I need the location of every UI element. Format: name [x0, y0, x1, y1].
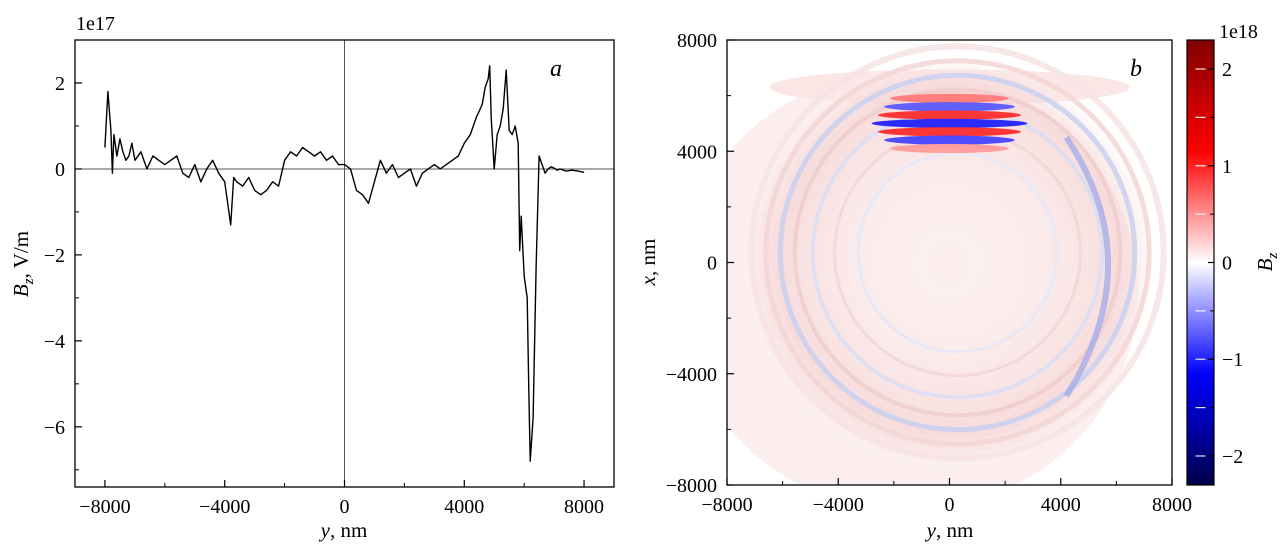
ring-contour — [748, 43, 1167, 462]
x-tick-label: −4000 — [199, 496, 250, 518]
x-axis-unit: , nm — [330, 518, 367, 542]
x-tick-label-b: 8000 — [1152, 494, 1192, 516]
offset-text-a: 1e17 — [76, 13, 115, 35]
x-axis-var: y — [319, 518, 331, 542]
y-axis-unit: , V/m — [9, 231, 33, 278]
y-axis-label-b: x, nm — [636, 239, 660, 287]
y-axis-sub: z — [21, 278, 37, 285]
reference-lines — [75, 40, 614, 487]
x-tick-label-b: 0 — [945, 494, 955, 516]
wave-ring — [741, 43, 1167, 471]
x-axis-unit-b: , nm — [936, 518, 973, 542]
colorbar-offset-text: 1e18 — [1219, 21, 1258, 43]
x-tick-label: −8000 — [79, 496, 130, 518]
x-ticks-b: −8000 −4000 0 4000 8000 — [701, 478, 1192, 516]
stripe-band — [890, 143, 1009, 154]
x-tick-label-b: −8000 — [701, 494, 752, 516]
stripe-band — [871, 118, 1028, 129]
colorbar-tick-label: 0 — [1222, 253, 1232, 275]
ring-contour — [856, 151, 1059, 354]
y-tick-label: −4 — [44, 331, 65, 353]
y-axis-label-a: Bz, V/m — [9, 231, 37, 297]
stripe-band — [884, 102, 1015, 112]
y-ticks: 2 0 −2 −4 −6 — [44, 39, 82, 471]
x-axis-label-a: y, nm — [319, 518, 368, 542]
stripe-band — [877, 110, 1022, 120]
y-ticks-b: 8000 4000 0 −4000 −8000 — [666, 30, 734, 497]
y-tick-label: −6 — [44, 417, 65, 439]
ring-contour — [763, 58, 1152, 447]
colorbar-label-var: B — [1253, 258, 1277, 271]
colorbar-tick-label: 2 — [1222, 59, 1232, 81]
colorbar-ticks: 2 1 0 −1 −2 — [1195, 59, 1243, 468]
stripe-group — [871, 93, 1028, 154]
y-tick-label: 0 — [55, 159, 65, 181]
x-tick-label: 0 — [340, 496, 350, 518]
x-ticks: −8000 −4000 0 4000 8000 — [79, 480, 604, 518]
x-tick-label: 8000 — [564, 496, 604, 518]
heatmap-field — [727, 43, 1167, 485]
panel-label-b: b — [1130, 56, 1142, 82]
colorbar-tick-label: −1 — [1222, 349, 1243, 371]
series-line-0 — [104, 65, 585, 462]
colorbar-label: Bz — [1253, 253, 1281, 272]
stripe-band — [884, 135, 1015, 145]
panel-a: −8000 −4000 0 4000 8000 2 0 −2 −4 −6 1e17 a y, n… — [9, 13, 615, 542]
y-tick-label-b: 4000 — [677, 141, 717, 163]
panel-label-a: a — [550, 56, 562, 82]
y-tick-label-b: 0 — [707, 253, 717, 275]
y-tick-label: 2 — [55, 73, 65, 95]
colorbar-tick-label: −2 — [1222, 446, 1243, 468]
ring-contour — [792, 87, 1123, 418]
ring-contour — [777, 72, 1138, 433]
x-axis-label-b: y, nm — [925, 518, 974, 542]
ring-arc-blue — [1063, 135, 1112, 398]
y-tick-label-b: −4000 — [666, 364, 717, 386]
y-axis-unit-b: , nm — [636, 239, 660, 276]
x-tick-label-b: 4000 — [1041, 494, 1081, 516]
x-tick-label: 4000 — [444, 496, 484, 518]
y-tick-label-b: −8000 — [666, 475, 717, 497]
y-tick-label: −2 — [44, 245, 65, 267]
stripe-band — [890, 93, 1009, 103]
colorbar-tick-label: 1 — [1222, 156, 1232, 178]
y-axis-var: B — [9, 284, 33, 297]
y-tick-label-b: 8000 — [677, 30, 717, 52]
x-axis-var-b: y — [925, 518, 937, 542]
series-group — [104, 65, 585, 462]
stripe-band — [877, 127, 1022, 137]
colorbar-label-sub: z — [1265, 253, 1281, 260]
y-axis-var-b: x — [636, 275, 660, 286]
x-tick-label-b: −4000 — [813, 494, 864, 516]
panel-b: −8000 −4000 0 4000 8000 800040000−4000−8000 … — [636, 21, 1281, 542]
